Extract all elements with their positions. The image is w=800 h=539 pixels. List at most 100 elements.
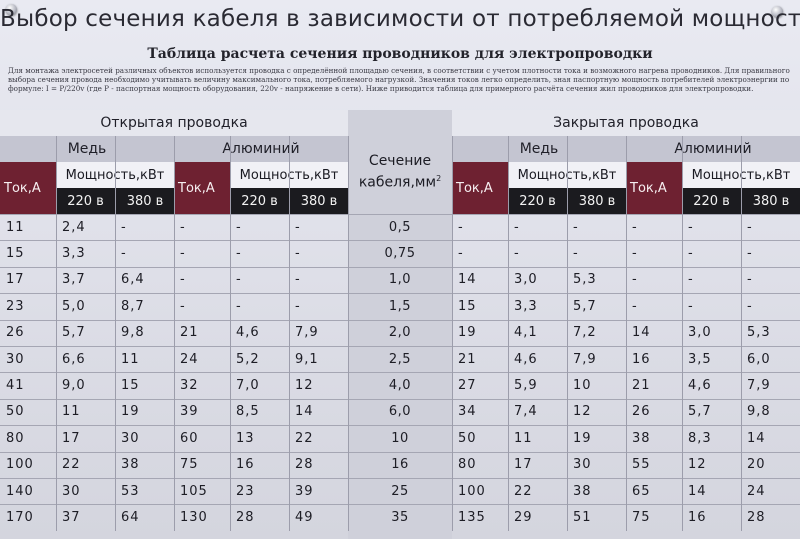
- oa-power-380-cell: 12: [295, 378, 314, 394]
- header-band-right: [452, 110, 800, 136]
- oc-380-header: 380 в: [115, 188, 174, 214]
- oa-power-380-cell: -: [295, 246, 301, 262]
- section-header-bg: [348, 110, 452, 214]
- section-cell: 1,0: [388, 272, 412, 288]
- cc-power-380-cell: 10: [573, 378, 592, 394]
- cc-power-220-cell: 5,9: [514, 378, 538, 394]
- oa-power-380-cell: -: [295, 298, 301, 314]
- oa-power-220-cell: 7,0: [236, 378, 260, 394]
- section-cell: 35: [391, 510, 409, 526]
- ca-power-220-cell: 3,5: [688, 351, 712, 367]
- oc-220-header: 220 в: [56, 188, 115, 214]
- oa-current-cell: 24: [180, 351, 199, 367]
- oc-power-380-cell: 53: [121, 483, 140, 499]
- ca-power-220-cell: 3,0: [688, 325, 712, 341]
- ca-power-380-cell: 24: [747, 483, 766, 499]
- oa-current-cell: -: [180, 246, 186, 262]
- page-title: Выбор сечения кабеля в зависимости от по…: [0, 6, 800, 32]
- oa-current-header: Ток,А: [174, 162, 230, 214]
- section-cell: 4,0: [388, 378, 412, 394]
- section-header-line1: Сечение: [368, 153, 432, 170]
- section-unit: кабеля,мм: [358, 174, 437, 191]
- section-header-line2: кабеля,мм2: [359, 170, 441, 192]
- oc-power-220-cell: 5,0: [62, 298, 86, 314]
- column-divider: [626, 136, 627, 531]
- ca-power-380-cell: -: [747, 246, 753, 262]
- section-unit-sup: 2: [436, 174, 442, 184]
- row-divider: [0, 425, 800, 427]
- row-divider: [0, 266, 800, 268]
- row-divider: [0, 478, 800, 479]
- ca-power-220-cell: 4,6: [688, 378, 712, 394]
- cc-current-cell: 135: [458, 510, 486, 526]
- ca-current-cell: 38: [632, 430, 651, 446]
- oa-power-220-cell: 8,5: [236, 404, 260, 420]
- cc-current-header: Ток,А: [452, 162, 508, 214]
- cc-current-cell: 34: [458, 404, 477, 420]
- oa-power-380-cell: 22: [295, 430, 314, 446]
- ca-power-380-cell: 5,3: [747, 325, 771, 341]
- ca-power-380-cell: -: [747, 219, 753, 235]
- oa-power-380-cell: 7,9: [295, 325, 319, 341]
- section-header: Сечение кабеля,мм2: [348, 140, 452, 204]
- ca-power-220-cell: 5,7: [688, 404, 712, 420]
- oc-power-380-cell: 64: [121, 510, 140, 526]
- column-divider: [289, 136, 290, 531]
- ca-power-220-cell: -: [688, 298, 694, 314]
- ca-power-380-cell: 9,8: [747, 404, 771, 420]
- oa-power-220-cell: 4,6: [236, 325, 260, 341]
- oc-power-220-cell: 30: [62, 483, 81, 499]
- oa-current-cell: 130: [180, 510, 208, 526]
- ca-power-380-cell: 6,0: [747, 351, 771, 367]
- section-cell: 2,0: [388, 325, 412, 341]
- oa-380-header: 380 в: [289, 188, 348, 214]
- cc-current-cell: 19: [458, 325, 477, 341]
- oc-current-header: Ток,А: [0, 162, 56, 214]
- ca-current-cell: 55: [632, 457, 651, 473]
- oc-power-380-cell: 38: [121, 457, 140, 473]
- oc-current-cell: 100: [6, 457, 34, 473]
- column-divider: [682, 136, 683, 531]
- header-band-left: [0, 110, 348, 136]
- ca-power-220-cell: -: [688, 272, 694, 288]
- cc-current-cell: 50: [458, 430, 477, 446]
- oc-current-cell: 23: [6, 298, 25, 314]
- cc-power-220-cell: 11: [514, 430, 533, 446]
- oc-power-220-cell: 17: [62, 430, 81, 446]
- column-divider: [348, 136, 349, 531]
- ca-current-cell: 14: [632, 325, 651, 341]
- ca-current-cell: -: [632, 272, 638, 288]
- cc-power-380-cell: -: [573, 219, 579, 235]
- oa-current-cell: 39: [180, 404, 199, 420]
- column-divider: [174, 136, 175, 531]
- oa-power-220-cell: -: [236, 219, 242, 235]
- section-cell: 10: [391, 430, 409, 446]
- oc-power-380-cell: 9,8: [121, 325, 145, 341]
- oa-power-220-cell: 13: [236, 430, 255, 446]
- oc-power-220-cell: 2,4: [62, 219, 86, 235]
- column-divider: [56, 136, 57, 531]
- ca-power-220-cell: 16: [688, 510, 707, 526]
- ca-power-220-cell: 14: [688, 483, 707, 499]
- oa-power-220-cell: 28: [236, 510, 255, 526]
- cc-power-380-cell: 7,2: [573, 325, 597, 341]
- oc-power-220-cell: 11: [62, 404, 81, 420]
- oa-power-220-cell: -: [236, 272, 242, 288]
- ca-current-cell: -: [632, 246, 638, 262]
- cc-power-220-cell: 29: [514, 510, 533, 526]
- closed-wiring-header: Закрытая проводка: [553, 115, 699, 131]
- ca-current-cell: 16: [632, 351, 651, 367]
- oc-power-380-cell: 11: [121, 351, 140, 367]
- cc-current-cell: 80: [458, 457, 477, 473]
- oa-power-220-cell: 23: [236, 483, 255, 499]
- cc-current-cell: -: [458, 219, 464, 235]
- row-divider: [0, 372, 800, 374]
- ca-current-cell: 21: [632, 378, 651, 394]
- section-cell: 6,0: [388, 404, 412, 420]
- oa-power-220-cell: -: [236, 298, 242, 314]
- cc-power-220-cell: 4,1: [514, 325, 538, 341]
- oc-power-380-cell: -: [121, 246, 127, 262]
- column-divider: [230, 136, 231, 531]
- oc-power-220-cell: 9,0: [62, 378, 86, 394]
